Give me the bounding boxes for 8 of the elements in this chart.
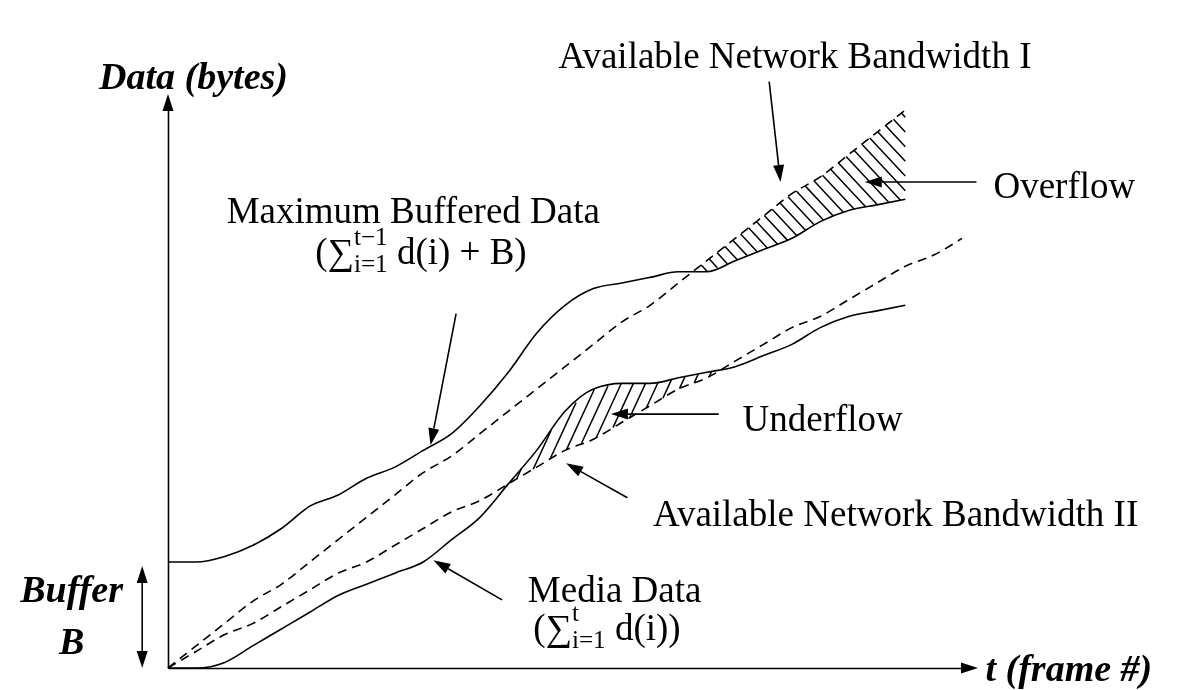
text: Available Network Bandwidth I xyxy=(558,34,1032,76)
text: Available Network Bandwidth II xyxy=(652,492,1139,534)
y-axis-title: Data (bytes) xyxy=(98,54,288,98)
text: Overflow xyxy=(993,164,1136,206)
annotation: (∑$_{i=1}$$^{t−1}$ d(i) + B) xyxy=(315,223,527,278)
x-axis-title: t (frame #) xyxy=(985,646,1153,690)
annotation: Underflow xyxy=(742,397,904,439)
text: Buffer B xyxy=(19,568,125,663)
